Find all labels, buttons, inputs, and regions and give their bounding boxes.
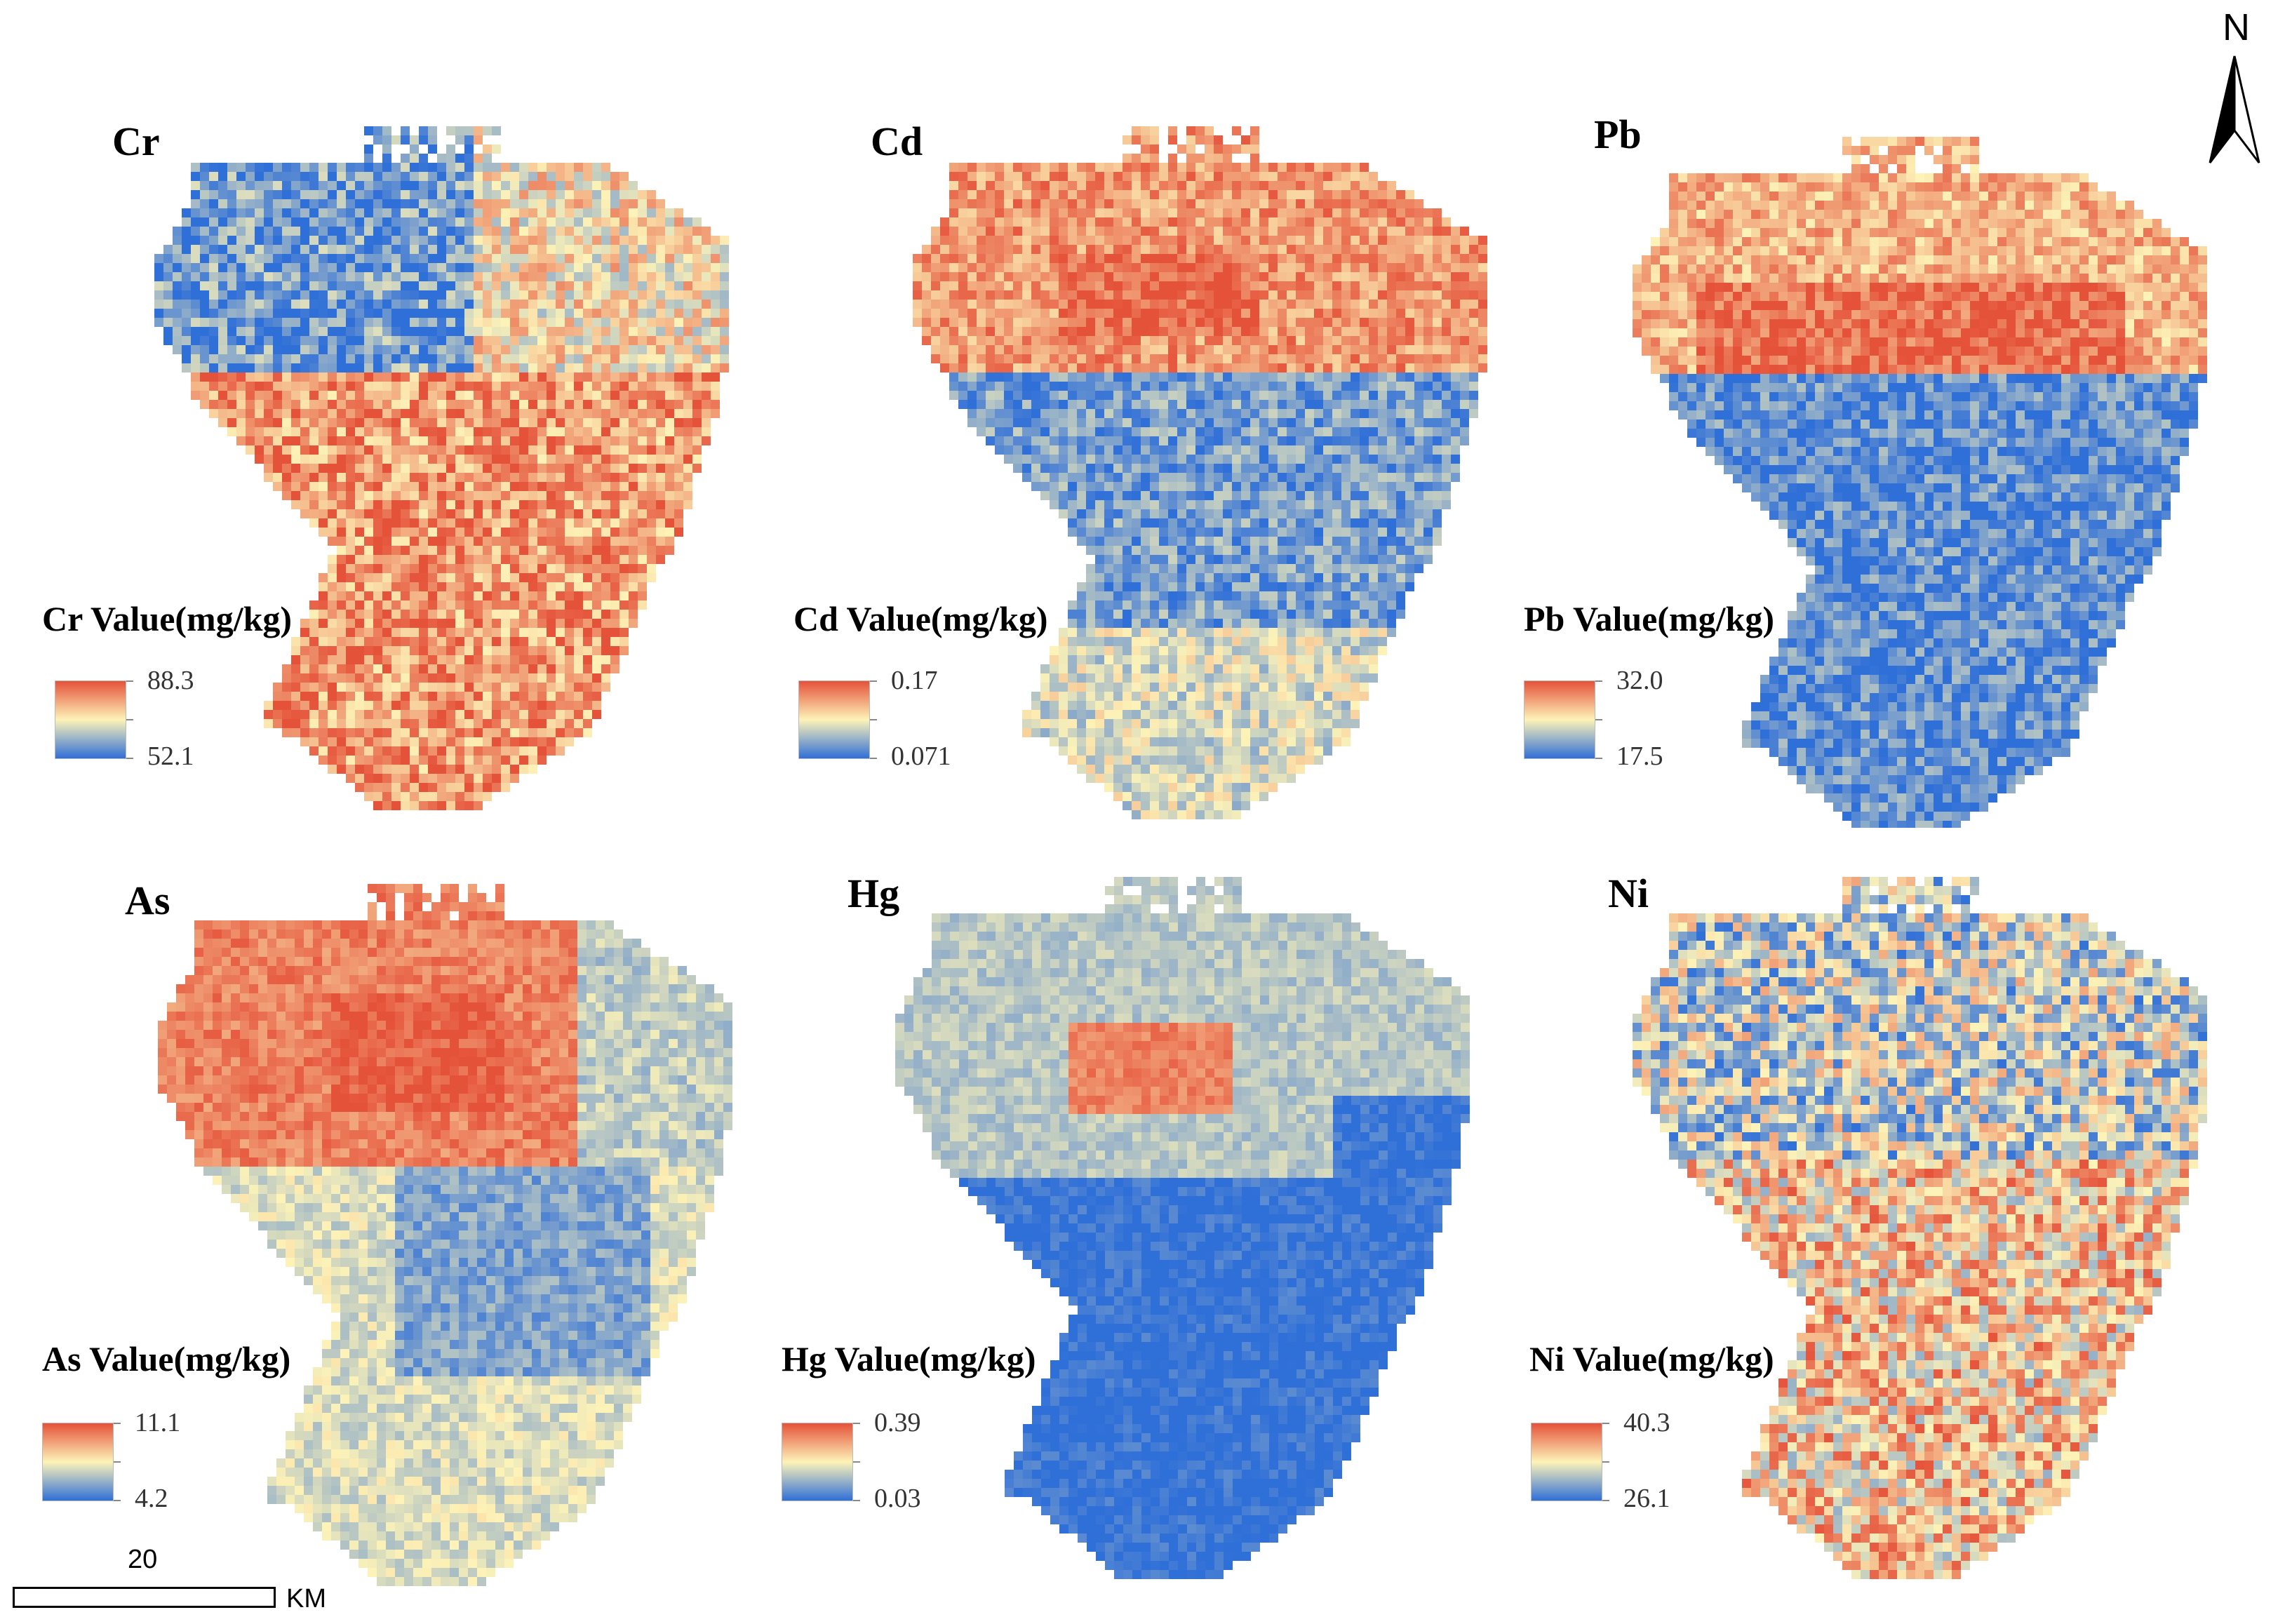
legend-title-ni: Ni Value(mg/kg) <box>1529 1339 1774 1378</box>
legend-tick-mid <box>1602 1461 1609 1463</box>
legend-max-hg: 0.39 <box>874 1408 921 1437</box>
panel-title-ni: Ni <box>1608 871 1649 916</box>
legend-title-cd: Cd Value(mg/kg) <box>793 599 1048 638</box>
legend-tick-mid <box>1595 719 1602 720</box>
legend-tick-mid <box>870 719 877 720</box>
heatmap-cr <box>154 126 729 810</box>
legend-tick-min <box>1602 1500 1609 1501</box>
legend-tick-mid <box>853 1461 860 1463</box>
legend-title-pb: Pb Value(mg/kg) <box>1524 599 1775 638</box>
heatmap-pb <box>1633 137 2207 828</box>
legend-title-hg: Hg Value(mg/kg) <box>782 1339 1036 1378</box>
legend-min-as: 4.2 <box>135 1484 168 1513</box>
legend-tick-mid <box>114 1461 121 1463</box>
legend-ramp-as <box>42 1423 114 1501</box>
heatmap-cells <box>1633 877 2207 1579</box>
legend-tick-max <box>114 1423 121 1424</box>
map-panel-as: As As Value(mg/kg) 11.1 4.2 <box>0 828 762 1624</box>
heatmap-cells <box>1633 137 2207 828</box>
legend-min-cd: 0.071 <box>891 741 951 771</box>
legend-min-cr: 52.1 <box>147 741 194 771</box>
legend-tick-mid <box>126 719 133 720</box>
panel-title-cd: Cd <box>871 119 923 164</box>
legend-title-as: As Value(mg/kg) <box>42 1339 291 1378</box>
legend-tick-min <box>114 1500 121 1501</box>
map-panel-pb: Pb Pb Value(mg/kg) 32.0 17.5 <box>1524 0 2285 828</box>
legend-max-as: 11.1 <box>135 1408 181 1437</box>
scale-bar-unit: KM <box>286 1584 326 1613</box>
legend-tick-min <box>1595 758 1602 759</box>
heatmap-as <box>158 884 732 1586</box>
heatmap-cd <box>913 126 1487 819</box>
legend-tick-max <box>126 680 133 682</box>
legend-max-cd: 0.17 <box>891 666 938 695</box>
heatmap-cells <box>154 126 729 810</box>
legend-min-pb: 17.5 <box>1616 741 1663 771</box>
heatmap-cells <box>158 884 732 1586</box>
legend-max-pb: 32.0 <box>1616 666 1663 695</box>
map-panel-cd: Cd Cd Value(mg/kg) 0.17 0.071 <box>762 0 1524 828</box>
legend-tick-max <box>853 1423 860 1424</box>
panel-title-hg: Hg <box>847 871 900 916</box>
legend-min-hg: 0.03 <box>874 1484 921 1513</box>
heatmap-cells <box>895 877 1470 1579</box>
map-panel-ni: Ni Ni Value(mg/kg) 40.3 26.1 <box>1524 828 2285 1624</box>
legend-ramp-ni <box>1531 1423 1602 1501</box>
scale-bar-value: 20 <box>128 1545 158 1574</box>
heatmap-hg <box>895 877 1470 1579</box>
legend-tick-max <box>1602 1423 1609 1424</box>
legend-ramp-hg <box>782 1423 853 1501</box>
scale-bar <box>13 1587 276 1608</box>
north-label: N <box>2223 6 2250 48</box>
map-panel-cr: Cr Cr Value(mg/kg) 88.3 52.1 <box>0 0 762 828</box>
legend-tick-min <box>126 758 133 759</box>
legend-max-ni: 40.3 <box>1623 1408 1670 1437</box>
panel-title-cr: Cr <box>112 119 160 164</box>
heatmap-ni <box>1633 877 2207 1579</box>
panel-title-pb: Pb <box>1594 112 1642 157</box>
legend-title-cr: Cr Value(mg/kg) <box>42 599 293 638</box>
heatmap-cells <box>913 126 1487 819</box>
legend-ramp-pb <box>1524 680 1595 759</box>
legend-tick-min <box>853 1500 860 1501</box>
legend-min-ni: 26.1 <box>1623 1484 1670 1513</box>
legend-max-cr: 88.3 <box>147 666 194 695</box>
legend-ramp-cr <box>55 680 126 759</box>
legend-tick-min <box>870 758 877 759</box>
panel-title-as: As <box>125 878 170 923</box>
legend-tick-max <box>1595 680 1602 682</box>
map-panel-hg: Hg Hg Value(mg/kg) 0.39 0.03 <box>762 828 1524 1624</box>
legend-ramp-cd <box>798 680 870 759</box>
north-arrow-icon <box>2209 55 2260 163</box>
legend-tick-max <box>870 680 877 682</box>
